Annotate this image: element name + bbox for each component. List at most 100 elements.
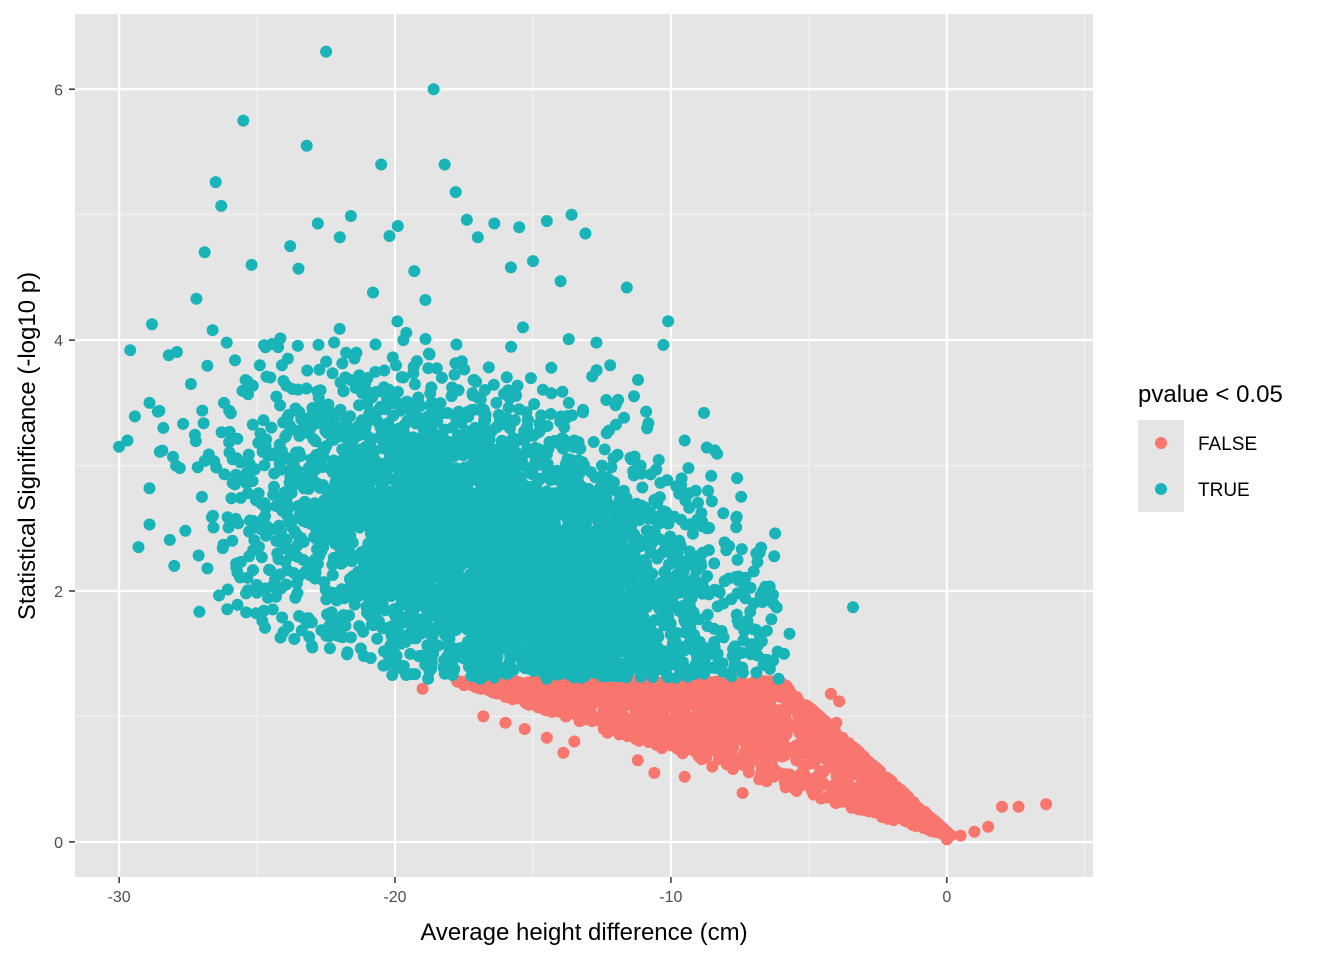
true-point-2792	[246, 418, 259, 431]
true-point-942	[128, 410, 141, 423]
false-point-1793	[632, 688, 645, 701]
false-point-1953	[927, 823, 939, 836]
false-point-1731	[768, 732, 780, 745]
true-point-2585	[336, 443, 349, 456]
false-point-1611	[584, 701, 597, 714]
true-point-1914	[265, 421, 278, 434]
false-point-1934	[568, 735, 581, 748]
false-point-1684	[767, 742, 780, 754]
true-point-2486	[423, 348, 436, 361]
true-point-2649	[410, 355, 423, 368]
true-point-1155	[192, 549, 205, 562]
false-point-1962	[778, 685, 790, 698]
false-point-1933	[557, 746, 570, 759]
false-point-1642	[812, 709, 825, 721]
false-point-1965	[742, 735, 755, 748]
true-point-2682	[636, 481, 649, 494]
true-point-2646	[341, 648, 353, 661]
true-point-2644	[301, 364, 314, 377]
false-point-1964	[692, 704, 705, 717]
true-point-2602	[191, 461, 204, 474]
false-point-1954	[940, 833, 953, 846]
true-point-2750	[231, 432, 244, 445]
false-point-1825	[570, 696, 583, 709]
true-point-2139	[196, 404, 209, 417]
true-point-2157	[364, 652, 377, 665]
false-point-1872	[696, 714, 709, 727]
false-point-1896	[833, 734, 846, 747]
false-point-1708	[718, 743, 731, 756]
false-point-1910	[521, 697, 533, 710]
true-point-1372	[270, 500, 283, 512]
true-point-1253	[333, 322, 346, 335]
true-point-2611	[248, 534, 261, 547]
true-point-2841	[317, 442, 330, 455]
true-point-1754	[377, 381, 390, 394]
false-point-1857	[756, 718, 769, 731]
false-point-1935	[601, 726, 614, 739]
true-point-2977	[401, 414, 414, 427]
false-point-1888	[874, 765, 886, 778]
false-point-1939	[706, 760, 719, 773]
true-point-2665	[213, 589, 225, 602]
false-point-1913	[901, 790, 914, 803]
false-point-1932	[540, 731, 553, 744]
false-point-1681	[595, 715, 607, 728]
false-point-1716	[789, 773, 802, 786]
false-point-1496	[709, 744, 722, 757]
false-point-1835	[768, 767, 781, 780]
false-point-1892	[853, 749, 866, 762]
true-point-2857	[336, 357, 349, 370]
false-point-1901	[696, 677, 709, 689]
false-point-1602	[762, 755, 775, 768]
true-point-2539	[197, 417, 210, 430]
false-point-1827	[704, 698, 716, 710]
false-point-1762	[509, 677, 522, 690]
true-point-1910	[408, 378, 421, 391]
true-point-2050	[450, 338, 463, 351]
false-point-1867	[814, 771, 827, 784]
series-true	[113, 45, 859, 685]
true-point-1748	[291, 339, 304, 352]
false-point-1325	[632, 704, 645, 717]
false-point-1749	[627, 714, 640, 727]
false-point-1929	[477, 710, 490, 723]
true-point-486	[587, 436, 600, 448]
true-point-483	[524, 372, 537, 385]
false-point-1957	[982, 820, 995, 833]
true-point-284	[143, 482, 156, 495]
true-point-1925	[632, 373, 644, 386]
false-point-1539	[613, 728, 626, 741]
true-point-2897	[513, 403, 526, 416]
false-point-1918	[610, 716, 623, 729]
false-point-1968	[877, 779, 890, 792]
false-point-1959	[1012, 800, 1025, 813]
true-point-1091	[371, 632, 384, 645]
false-point-1942	[800, 706, 813, 719]
true-point-2434	[328, 336, 341, 349]
true-point-1252	[378, 364, 391, 377]
false-point-1921	[660, 681, 673, 693]
false-point-1813	[712, 677, 724, 690]
false-point-1927	[416, 682, 429, 695]
true-point-473	[207, 521, 220, 534]
true-point-2671	[745, 639, 758, 652]
false-point-1958	[996, 800, 1008, 813]
false-point-1941	[753, 773, 766, 786]
true-point-317	[562, 333, 575, 346]
false-point-1878	[671, 696, 684, 709]
true-point-3008	[274, 568, 287, 581]
false-point-1824	[826, 754, 839, 767]
false-point-431	[742, 766, 755, 779]
true-point-2791	[163, 533, 176, 546]
false-point-1952	[913, 817, 926, 830]
true-point-1550	[600, 427, 613, 440]
false-point-1876	[859, 765, 872, 778]
true-point-397	[323, 642, 336, 655]
true-point-2956	[378, 442, 391, 455]
true-point-2776	[258, 497, 271, 510]
false-point-1949	[866, 787, 879, 799]
true-point-1147	[545, 361, 558, 374]
false-point-1702	[687, 732, 699, 744]
